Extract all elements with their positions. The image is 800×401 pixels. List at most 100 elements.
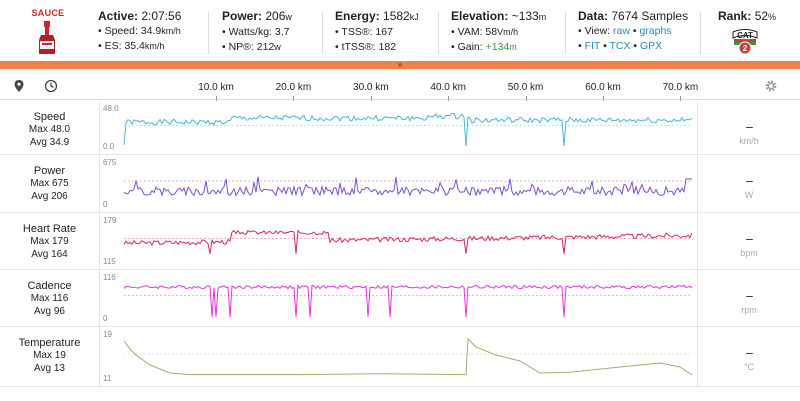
export-gpx-link[interactable]: GPX [640,40,663,52]
elevation-label: Elevation: [451,9,509,23]
wkg-value: 3,7 [274,26,290,38]
y-axis-min-label: 0 [103,314,108,323]
samples-value: 7674 Samples [611,9,689,23]
panel-avg: Avg 96 [34,306,65,317]
stream-chart-cadence [123,283,693,318]
distance-tick-label: 30.0 km [353,82,389,93]
stream-plot-hr[interactable]: 179 115 [100,213,697,269]
distance-tick-label: 60.0 km [585,82,621,93]
panel-label-column: Power Max 675 Avg 206 [0,155,100,212]
panel-title: Cadence [27,280,72,292]
wkg-label: • Watts/kg: [222,26,272,38]
ride-summary-header: SAUCE Active: 2:07:56 • Speed: 34.9km/h … [0,0,800,62]
stream-chart-speed [123,112,693,147]
panel-value-column: -- bpm [697,213,800,269]
sauce-logo: SAUCE [10,8,86,58]
np-value: 212 [256,41,275,53]
panel-max: Max 675 [30,178,69,189]
stream-line-cadence [123,283,693,318]
panel-title: Speed [33,111,66,123]
distance-tick-mark [293,96,295,101]
view-graphs-link[interactable]: graphs [639,25,672,37]
stream-chart-hr [123,229,693,254]
np-label: • NP®: [222,41,254,53]
elevation-value: ~133 [511,9,539,23]
gain-label: • Gain: [451,41,483,53]
distance-tick-mark [525,96,527,101]
stream-plot-temp[interactable]: 19 11 [100,327,697,386]
divider [438,12,439,54]
vam-unit: Vm/h [497,27,519,37]
data-stat: Data: 7674 Samples • View: raw • graphs … [578,8,688,54]
y-axis-max-label: 675 [103,158,117,167]
header-divider-bar [0,61,800,69]
panel-label-column: Heart Rate Max 179 Avg 164 [0,213,100,269]
y-axis-min-label: 0.0 [103,142,115,151]
active-label: Active: [98,9,139,23]
value-unit: rpm [741,305,757,315]
panel-title: Temperature [18,337,81,349]
panel-max: Max 19 [33,350,66,361]
energy-value: 1582 [383,9,410,23]
map-pin-button[interactable] [8,75,30,97]
distance-tick-label: 50.0 km [507,82,544,93]
y-axis-max-label: 19 [103,330,112,339]
sauce-bottle-icon [39,21,55,54]
expand-header-toggle[interactable]: » [397,60,403,69]
power-value: 206 [265,9,286,23]
panel-hr: Heart Rate Max 179 Avg 164 179 115 -- bpm [0,213,800,270]
panel-value-column: -- W [697,155,800,212]
gear-icon [765,80,777,92]
stream-plot-power[interactable]: 675 0 [100,155,697,212]
y-axis-max-label: 179 [103,216,117,225]
distance-tick-mark [216,96,217,101]
stream-line-hr [123,229,693,254]
stream-plot-speed[interactable]: 48.0 0.0 [100,101,697,154]
distance-tick-label: 40.0 km [430,82,466,93]
speed-label: • Speed: [98,25,138,37]
es-value: 35.4 [124,40,145,52]
view-separator: • [629,25,640,37]
y-axis-min-label: 11 [103,374,112,383]
panel-label-column: Temperature Max 19 Avg 13 [0,327,100,386]
time-axis-button[interactable] [40,75,62,97]
divider [565,12,566,54]
panel-power: Power Max 675 Avg 206 675 0 -- W [0,155,800,213]
view-label: • View: [578,25,611,37]
export-tcx-link[interactable]: TCX [609,40,631,52]
stream-chart-power [123,176,692,198]
panel-avg: Avg 34.9 [29,137,70,148]
settings-button[interactable] [760,75,782,97]
ttss-label: • tTSS®: [335,41,376,53]
view-raw-link[interactable]: raw [613,25,630,37]
energy-unit: kJ [409,12,419,22]
power-label: Power: [222,9,263,23]
es-label: • ES: [98,40,122,52]
distance-tick-mark [370,96,372,101]
data-label: Data: [578,9,609,23]
panel-max: Max 179 [30,236,69,247]
stream-plot-cadence[interactable]: 116 0 [100,270,697,326]
stream-line-temp [123,337,693,376]
panel-title: Heart Rate [22,223,77,235]
active-value: 2:07:56 [141,9,182,23]
tss-value: 167 [375,26,393,38]
current-value: -- [745,231,754,246]
map-pin-icon [14,80,24,92]
panel-max: Max 116 [30,293,69,304]
panel-avg: Avg 13 [34,363,65,374]
badge-cat-text: CAT [737,31,753,40]
export-fit-link[interactable]: FIT [584,40,601,52]
panel-avg: Avg 164 [31,249,68,260]
speed-unit: km/h [161,26,181,36]
es-unit: km/h [144,41,165,51]
panel-value-column: -- km/h [697,101,800,154]
badge-number-text: 2 [743,44,748,53]
distance-axis-bar: 10.0 km 20.0 km 30.0 km 40.0 km 50.0 km 60.0 … [0,72,800,101]
divider [700,12,701,54]
elevation-stat: Elevation: ~133m • VAM: 58Vm/h • Gain: +… [451,8,546,55]
panel-max: Max 48.0 [28,124,71,135]
distance-tick-mark [603,96,604,101]
stream-line-speed [123,112,693,147]
y-axis-max-label: 48.0 [103,104,119,113]
